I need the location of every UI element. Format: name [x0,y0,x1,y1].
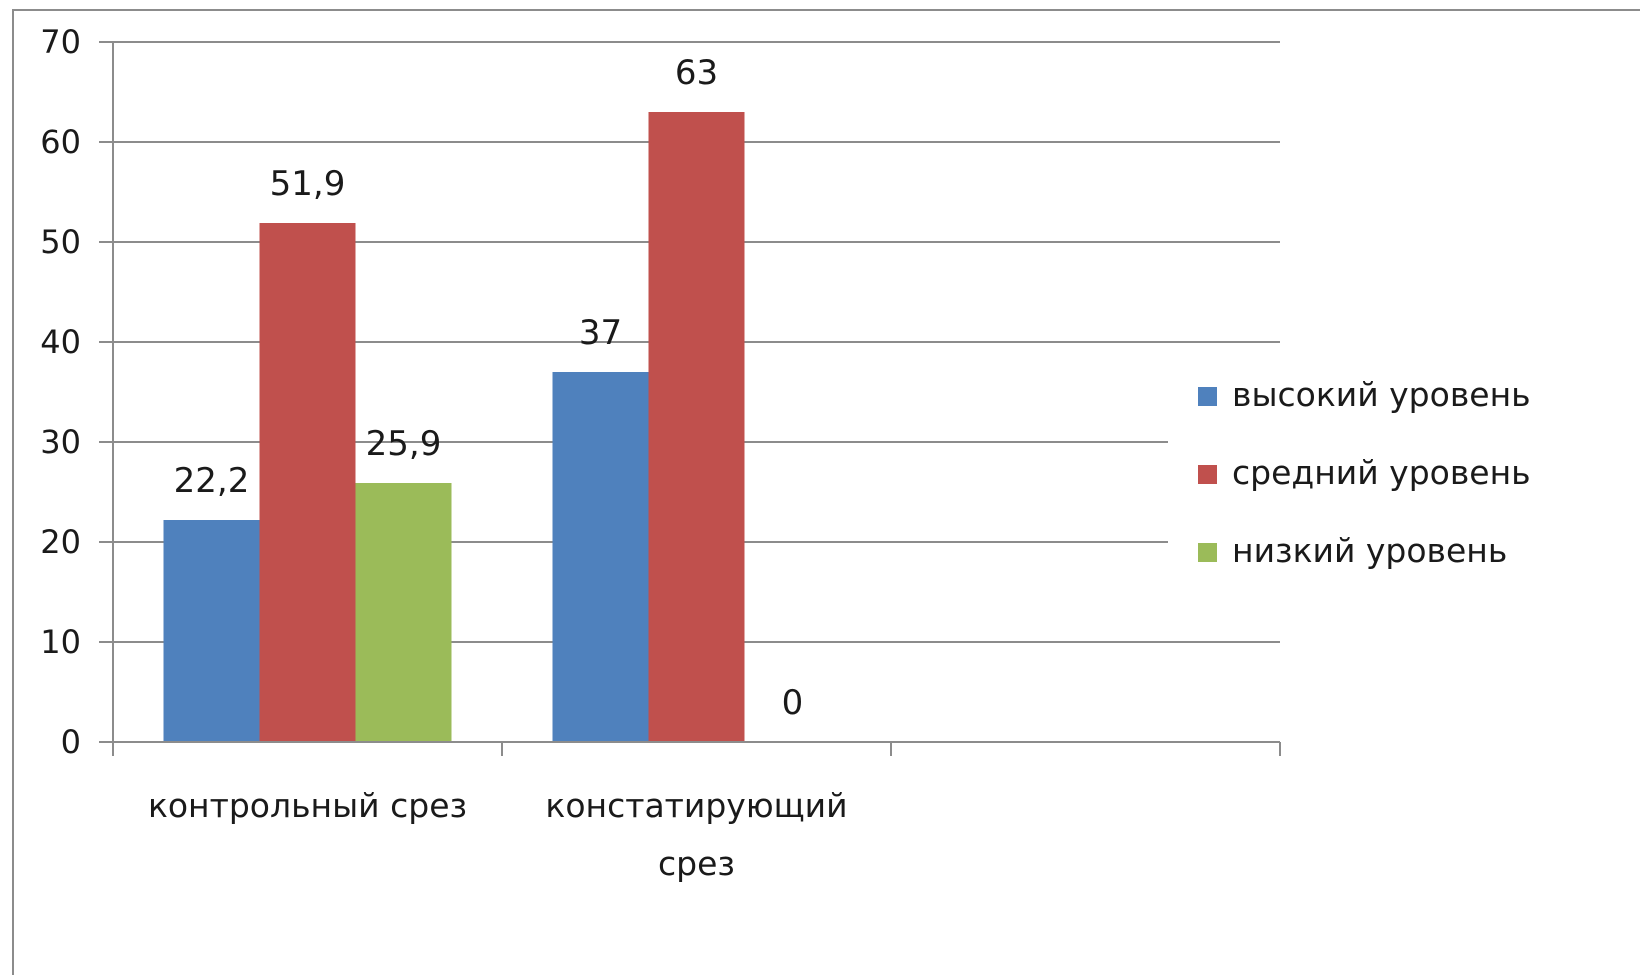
bar-2-2 [648,112,745,742]
bar-1-2 [552,372,649,742]
y-tick-label: 10 [40,623,81,661]
axes [99,41,1281,756]
labels: 0 10 20 30 40 50 60 70 контрольный срез 22,2 51,9 2… [40,23,847,883]
legend-swatch [1198,543,1217,562]
data-label: 63 [675,53,718,93]
legend: высокий уровень средний уровень низкий уро… [1198,375,1531,570]
data-label: 0 [782,683,804,723]
category-label: контрольный срез [148,786,467,825]
data-label: 22,2 [174,461,250,501]
y-tick-label: 40 [40,323,81,361]
category-label: констатирующий [545,786,847,825]
legend-swatch [1198,465,1217,484]
y-tick-label: 20 [40,523,81,561]
y-tick-label: 70 [40,23,81,61]
data-label: 51,9 [270,164,346,204]
legend-swatch [1198,387,1217,406]
legend-label: низкий уровень [1232,531,1507,570]
bar-3-1 [355,483,452,742]
legend-label: высокий уровень [1232,375,1531,414]
data-label: 25,9 [366,424,442,464]
y-tick-label: 30 [40,423,81,461]
category-label: срез [658,844,735,883]
bar-1-1 [163,520,260,742]
chart-frame [12,9,1640,980]
legend-label: средний уровень [1232,453,1531,492]
data-label: 37 [579,313,622,353]
y-tick-label: 60 [40,123,81,161]
y-tick-label: 0 [61,723,81,761]
bars [163,112,745,742]
bar-2-1 [259,223,356,742]
y-tick-label: 50 [40,223,81,261]
